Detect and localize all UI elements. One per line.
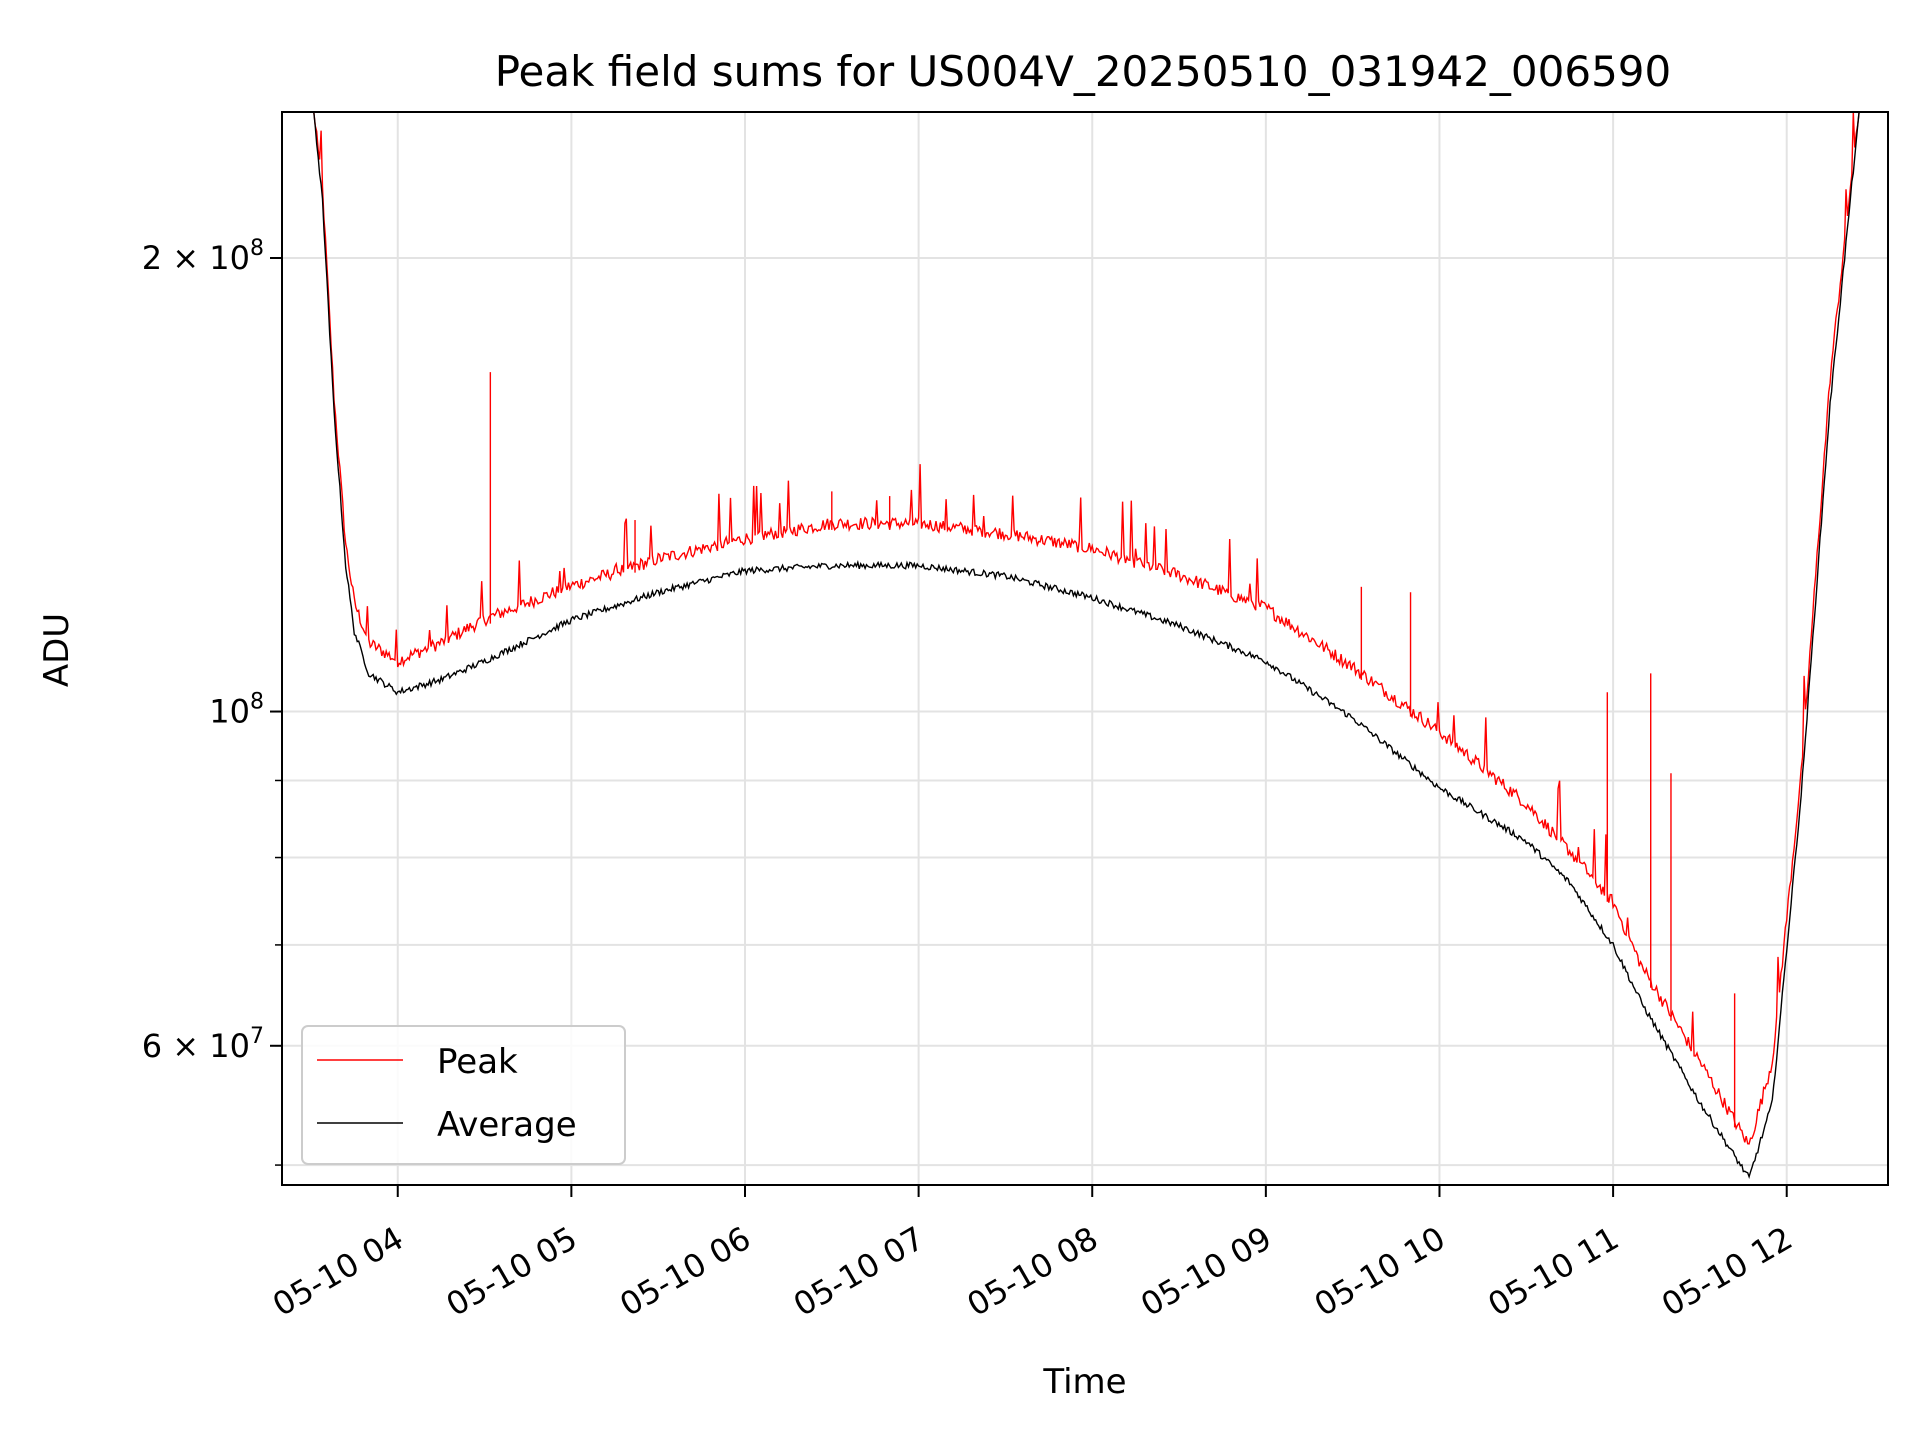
- y-axis-ticks: 2 × 108 108 6 × 107: [142, 236, 282, 1166]
- x-axis-label: Time: [1042, 1362, 1126, 1402]
- y-tick-label: 108: [209, 690, 264, 731]
- legend-label-average: Average: [437, 1105, 577, 1145]
- y-tick-label: 2 × 108: [142, 236, 264, 277]
- plot-area-frame: [281, 111, 1889, 1186]
- series-line-average: [282, 111, 1888, 1179]
- legend-label-peak: Peak: [437, 1042, 518, 1082]
- chart-title: Peak field sums for US004V_20250510_0319…: [495, 47, 1672, 96]
- series-lines: [282, 111, 1888, 1179]
- legend: Peak Average: [301, 1025, 626, 1165]
- y-axis-label: ADU: [37, 613, 77, 687]
- y-tick-label: 6 × 107: [142, 1024, 264, 1065]
- series-line-peak: [282, 111, 1888, 1145]
